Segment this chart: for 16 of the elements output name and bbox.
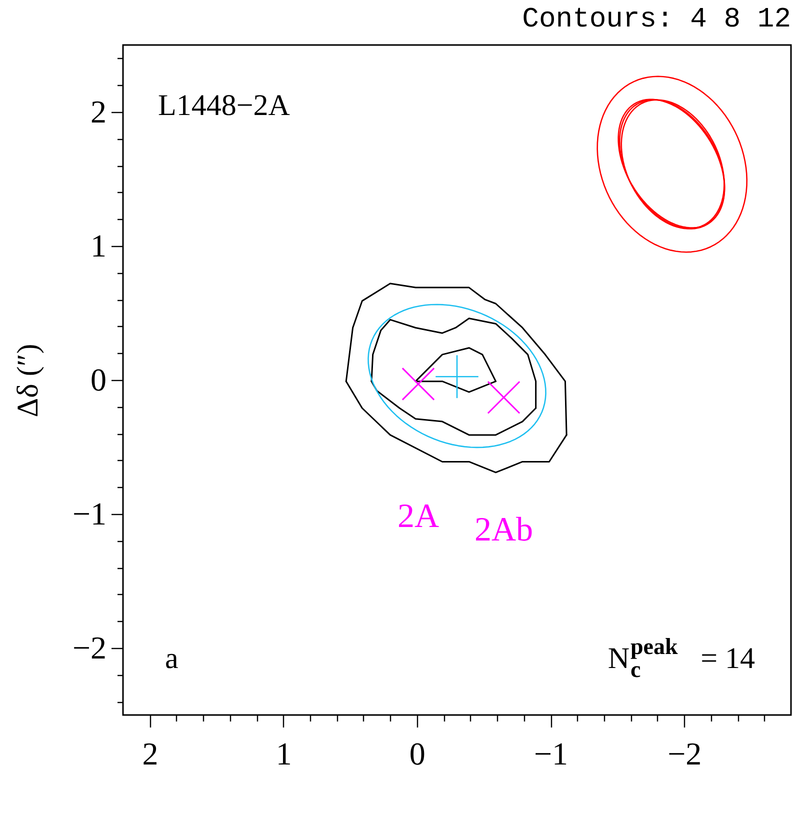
y-axis-title: Δδ (″) bbox=[12, 344, 44, 418]
y-tick-label: −2 bbox=[72, 630, 106, 666]
x-tick-label: −2 bbox=[668, 736, 702, 772]
x-tick-label: 0 bbox=[409, 736, 426, 772]
chart-title: Contours: 4 8 12 bbox=[522, 4, 791, 36]
x-tick-label: −1 bbox=[534, 736, 568, 772]
text: 2Ab bbox=[474, 511, 534, 548]
y-tick-label: −1 bbox=[72, 496, 106, 532]
text: 2A bbox=[397, 498, 440, 536]
y-tick-label: 1 bbox=[90, 228, 106, 264]
annotation: a bbox=[165, 642, 178, 675]
annotation: L1448−2A bbox=[158, 89, 290, 122]
y-tick-label: 2 bbox=[90, 94, 106, 130]
x-tick-label: 1 bbox=[276, 736, 292, 772]
x-tick-label: 2 bbox=[142, 736, 158, 772]
y-tick-label: 0 bbox=[90, 362, 106, 398]
